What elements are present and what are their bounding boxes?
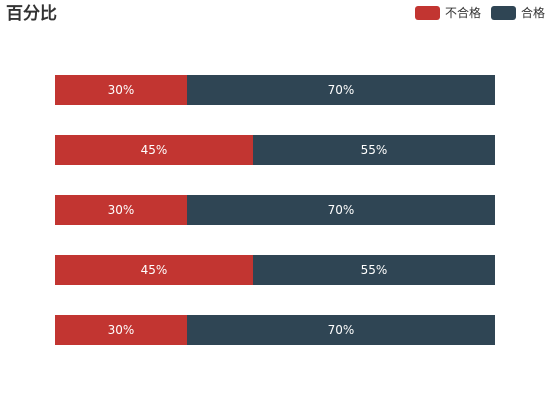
bar-label-fail-1: 30% xyxy=(108,83,135,97)
bar-label-fail-3: 30% xyxy=(108,203,135,217)
bar-label-fail-2: 45% xyxy=(141,143,168,157)
bar-label-pass-1: 70% xyxy=(328,83,355,97)
legend-item-pass[interactable]: 合格 xyxy=(490,4,545,21)
bar-label-fail-4: 45% xyxy=(141,263,168,277)
bar-fail-2[interactable] xyxy=(55,135,253,165)
bar-fail-3[interactable] xyxy=(55,195,187,225)
legend-swatch-fail xyxy=(414,5,440,20)
bar-fail-1[interactable] xyxy=(55,75,187,105)
bar-label-pass-5: 70% xyxy=(328,323,355,337)
bar-fail-5[interactable] xyxy=(55,315,187,345)
bar-label-fail-5: 30% xyxy=(108,323,135,337)
bar-label-pass-2: 55% xyxy=(361,143,388,157)
bar-label-pass-4: 55% xyxy=(361,263,388,277)
bar-label-pass-3: 70% xyxy=(328,203,355,217)
bar-pass-2[interactable] xyxy=(253,135,495,165)
legend-swatch-pass xyxy=(490,5,516,20)
bar-fail-4[interactable] xyxy=(55,255,253,285)
legend-label-fail: 不合格 xyxy=(444,6,481,20)
bar-pass-3[interactable] xyxy=(187,195,495,225)
chart-title: 百分比 xyxy=(6,4,57,24)
legend-label-pass: 合格 xyxy=(520,6,545,20)
legend[interactable]: 不合格 合格 xyxy=(414,4,545,21)
bar-pass-1[interactable] xyxy=(187,75,495,105)
bar-pass-5[interactable] xyxy=(187,315,495,345)
legend-item-fail[interactable]: 不合格 xyxy=(414,4,481,21)
bar-pass-4[interactable] xyxy=(253,255,495,285)
